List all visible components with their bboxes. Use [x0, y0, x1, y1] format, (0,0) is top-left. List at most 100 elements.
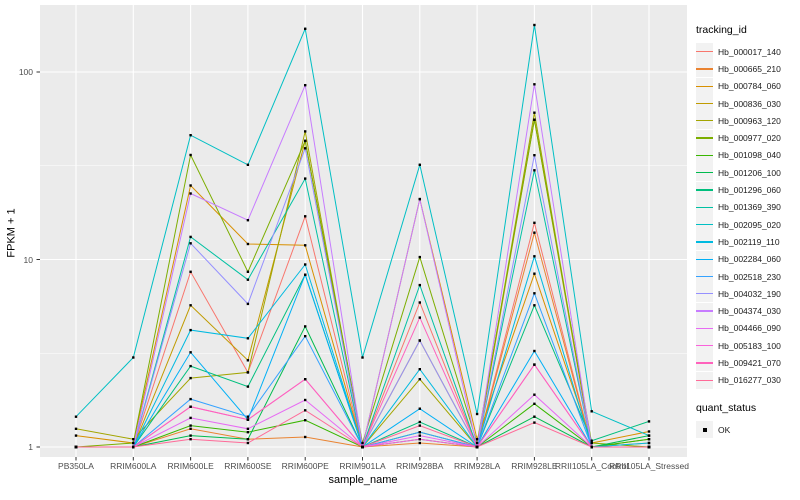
legend-line-icon [696, 172, 713, 174]
legend-line-icon [696, 85, 713, 87]
legend-item: Hb_005183_100 [696, 337, 800, 355]
legend-key-swatch [696, 371, 713, 389]
data-point [189, 351, 192, 354]
data-point [533, 402, 536, 405]
legend-key-swatch [696, 250, 713, 268]
legend-item-label: Hb_002119_110 [718, 236, 780, 247]
legend-title-tracking-id: tracking_id [696, 24, 747, 36]
data-point [246, 163, 250, 166]
legend-item: Hb_016277_030 [696, 371, 800, 389]
legend-items-quant-status: OK [696, 421, 800, 439]
data-point [246, 438, 250, 441]
data-point [246, 415, 250, 418]
legend-line-icon [696, 120, 713, 122]
legend-item-label: Hb_001296_060 [718, 185, 781, 196]
data-point [533, 421, 536, 424]
legend-item-label: Hb_000784_060 [718, 81, 781, 92]
legend-key-swatch [696, 268, 713, 285]
legend-item: Hb_000784_060 [696, 77, 800, 95]
legend-key-swatch [696, 95, 713, 113]
data-point [304, 263, 307, 266]
data-point [647, 445, 651, 449]
data-point [189, 405, 192, 408]
legend-line-icon [696, 68, 713, 70]
data-point [304, 84, 307, 87]
legend-key-swatch [696, 77, 713, 95]
x-tick-label: RRIM901LA [339, 461, 386, 471]
data-point [647, 434, 651, 437]
data-point [590, 445, 593, 449]
data-point [246, 441, 250, 445]
data-point [533, 154, 536, 157]
data-point [418, 434, 421, 437]
legend-item-label: Hb_001206_100 [718, 167, 781, 178]
legend-key-swatch [696, 181, 713, 199]
data-point [189, 424, 192, 427]
legend-key-swatch [696, 302, 713, 320]
legend-line-icon [696, 258, 713, 260]
legend-item-label: Hb_004032_190 [718, 288, 781, 299]
data-point [647, 420, 651, 423]
data-point [189, 134, 192, 137]
data-point [246, 219, 250, 222]
data-point [533, 304, 536, 307]
data-point [418, 431, 421, 434]
data-point [418, 407, 421, 410]
data-point [189, 304, 192, 307]
data-point [361, 445, 364, 449]
legend-item-label: Hb_009421_070 [718, 357, 781, 368]
data-point [533, 23, 536, 27]
data-point [246, 302, 250, 306]
legend-line-icon [696, 379, 713, 381]
legend-item-label: Hb_002518_230 [718, 271, 781, 282]
data-point [246, 270, 250, 273]
data-point [533, 221, 536, 224]
data-point [533, 272, 536, 275]
legend-line-icon [696, 137, 713, 139]
legend-key-swatch [696, 129, 713, 147]
data-point [533, 111, 536, 114]
legend-line-icon [696, 189, 713, 191]
legend-item: Hb_000017_140 [696, 43, 800, 61]
legend-item: Hb_001296_060 [696, 181, 800, 199]
data-point [647, 438, 651, 441]
legend-item-label: Hb_001098_040 [718, 150, 781, 161]
legend-key-swatch [696, 216, 713, 234]
data-point [647, 441, 651, 445]
data-point [246, 359, 250, 362]
data-point [189, 438, 192, 441]
legend-item: Hb_004032_190 [696, 285, 800, 303]
legend-key-swatch [696, 421, 713, 439]
data-point [246, 278, 250, 281]
legend-key-swatch [696, 146, 713, 164]
legend-item-label: Hb_002095_020 [718, 219, 781, 230]
data-point [304, 244, 307, 247]
legend-items-tracking-id: Hb_000017_140 Hb_000665_210 Hb_000784_060 H… [696, 43, 800, 389]
y-tick-label: 100 [18, 67, 33, 77]
data-point [533, 393, 536, 396]
legend-item: Hb_002119_110 [696, 233, 800, 251]
data-point [647, 430, 651, 433]
data-point [189, 184, 192, 187]
legend-item: Hb_000836_030 [696, 95, 800, 113]
legend-item-label: OK [718, 424, 731, 435]
data-point [475, 445, 479, 449]
data-point [132, 356, 135, 359]
data-point [533, 83, 536, 86]
data-point [246, 431, 250, 434]
data-point [418, 197, 421, 201]
data-point [361, 356, 364, 359]
y-tick-label: 10 [23, 254, 33, 265]
legend-item: Hb_000977_020 [696, 129, 800, 147]
legend-key-swatch [696, 164, 713, 182]
data-point [533, 231, 536, 234]
data-point [189, 153, 192, 157]
data-point [533, 118, 536, 121]
data-point [132, 445, 135, 449]
data-point [246, 242, 250, 246]
legend-key-swatch [696, 233, 713, 251]
legend-line-icon [696, 345, 713, 347]
data-point [590, 410, 593, 413]
legend-item-quant: OK [696, 421, 800, 439]
legend-item: Hb_004374_030 [696, 302, 800, 320]
